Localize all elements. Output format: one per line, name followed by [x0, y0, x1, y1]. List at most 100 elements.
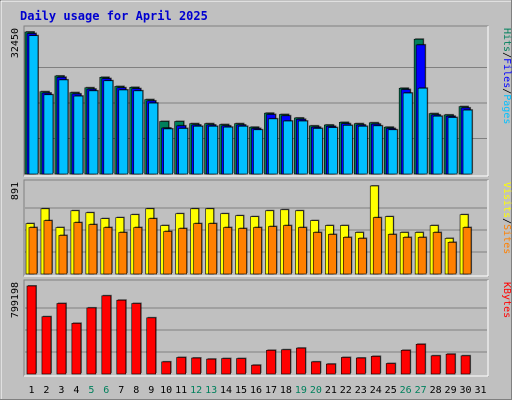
bar-kbytes-day-27: [415, 343, 426, 375]
legend-separator: /: [501, 52, 512, 58]
x-tick-label: 10: [160, 385, 172, 396]
x-tick-label: 8: [133, 385, 139, 396]
x-tick-label: 22: [340, 385, 352, 396]
bar-kbytes-day-8: [131, 303, 142, 375]
bar-kbytes-day-30: [460, 355, 471, 375]
bar-pages-day-30: [462, 109, 473, 175]
bar-pages-day-1: [28, 35, 39, 175]
bar-pages-day-14: [223, 126, 233, 175]
legend-item-pages: Pages: [501, 94, 512, 124]
bar-pages-day-10: [163, 128, 173, 175]
bar-pages-day-24: [372, 125, 383, 175]
bar-kbytes-day-24: [370, 356, 381, 375]
bar-kbytes-day-22: [341, 357, 351, 375]
bar-sites-day-27: [417, 237, 427, 275]
panel-kbytes: 799198 KBytes: [10, 279, 512, 377]
legend-separator: /: [501, 218, 512, 224]
bar-pages-day-17: [268, 118, 278, 175]
x-tick-label: 11: [175, 385, 187, 396]
bar-sites-day-25: [387, 234, 397, 275]
bar-sites-day-2: [43, 220, 53, 275]
x-tick-label: 24: [370, 385, 382, 396]
x-tick-label: 20: [310, 385, 322, 396]
legend-item-hits: Hits: [501, 28, 512, 52]
bar-kbytes-day-5: [86, 307, 97, 375]
bar-sites-day-30: [462, 227, 472, 275]
x-tick-label: 17: [265, 385, 277, 396]
bar-pages-day-18: [283, 120, 293, 175]
bar-sites-day-24: [372, 217, 382, 275]
bar-sites-day-6: [103, 227, 113, 275]
bar-pages-day-5: [88, 90, 99, 175]
x-tick-label: 1: [28, 385, 34, 396]
bar-kbytes-day-2: [41, 316, 52, 375]
x-tick-label: 28: [430, 385, 442, 396]
x-tick-label: 14: [220, 385, 232, 396]
bar-sites-day-17: [268, 226, 277, 275]
bar-kbytes-day-29: [445, 353, 456, 375]
x-tick-label: 27: [415, 385, 427, 396]
x-tick-label: 21: [325, 385, 337, 396]
bar-pages-day-28: [432, 115, 443, 175]
bar-pages-day-22: [343, 125, 353, 175]
bar-kbytes-day-16: [251, 364, 261, 375]
bar-sites-day-15: [238, 228, 247, 275]
x-tick-label: 7: [118, 385, 124, 396]
chart-title: Daily usage for April 2025: [20, 9, 208, 23]
bar-sites-day-1: [28, 227, 38, 275]
bar-pages-day-8: [133, 90, 144, 175]
legend: KBytes: [501, 282, 512, 318]
y-max-label: 799198: [10, 282, 21, 318]
bar-sites-day-21: [328, 234, 337, 275]
x-tick-label: 9: [148, 385, 154, 396]
x-tick-label: 2: [43, 385, 49, 396]
bar-sites-day-19: [298, 227, 307, 275]
bar-pages-day-16: [253, 129, 263, 175]
bar-sites-day-9: [148, 218, 158, 275]
bar-sites-day-22: [343, 237, 352, 275]
x-tick-label: 16: [250, 385, 262, 396]
bar-sites-day-18: [283, 225, 292, 275]
bar-sites-day-23: [357, 238, 367, 275]
bar-pages-day-2: [43, 94, 54, 175]
legend-item-visits: Visits: [501, 182, 512, 218]
x-tick-label: 23: [355, 385, 367, 396]
bar-kbytes-day-15: [236, 358, 246, 375]
bar-sites-day-7: [118, 232, 128, 275]
bar-kbytes-day-4: [71, 323, 82, 375]
bar-pages-day-19: [298, 120, 308, 175]
bar-pages-day-7: [118, 89, 129, 175]
bar-pages-day-27: [417, 87, 428, 175]
bar-pages-day-3: [58, 79, 69, 175]
bar-pages-day-11: [178, 128, 188, 175]
bar-sites-day-8: [133, 227, 143, 275]
bar-sites-day-16: [253, 227, 262, 275]
bar-kbytes-day-7: [116, 299, 127, 375]
bar-kbytes-day-6: [101, 295, 112, 375]
bar-kbytes-day-11: [176, 357, 186, 375]
legend-item-files: Files: [501, 58, 512, 88]
x-tick-label: 3: [58, 385, 64, 396]
bar-pages-day-25: [387, 129, 398, 175]
legend-item-kbytes: KBytes: [501, 282, 512, 318]
x-tick-label: 4: [73, 385, 79, 396]
x-tick-label: 5: [88, 385, 94, 396]
panel-hits-files-pages: 32450 Hits/Files/Pages: [10, 25, 512, 177]
bar-pages-day-9: [148, 102, 159, 175]
bar-kbytes-day-25: [385, 363, 396, 375]
bar-sites-day-26: [402, 237, 412, 275]
bar-pages-day-20: [313, 128, 323, 175]
legend-separator: /: [501, 88, 512, 94]
bar-sites-day-28: [432, 232, 442, 275]
bar-pages-day-15: [238, 126, 248, 175]
x-tick-label: 26: [400, 385, 412, 396]
bar-pages-day-21: [328, 127, 338, 175]
bar-sites-day-10: [163, 231, 172, 275]
bar-sites-day-4: [73, 222, 83, 275]
bar-sites-day-3: [58, 235, 68, 275]
bar-kbytes-day-28: [430, 355, 441, 375]
bar-kbytes-day-13: [206, 358, 216, 375]
x-tick-label: 31: [474, 385, 486, 396]
bar-pages-day-26: [402, 92, 413, 175]
bar-kbytes-day-12: [191, 357, 201, 375]
